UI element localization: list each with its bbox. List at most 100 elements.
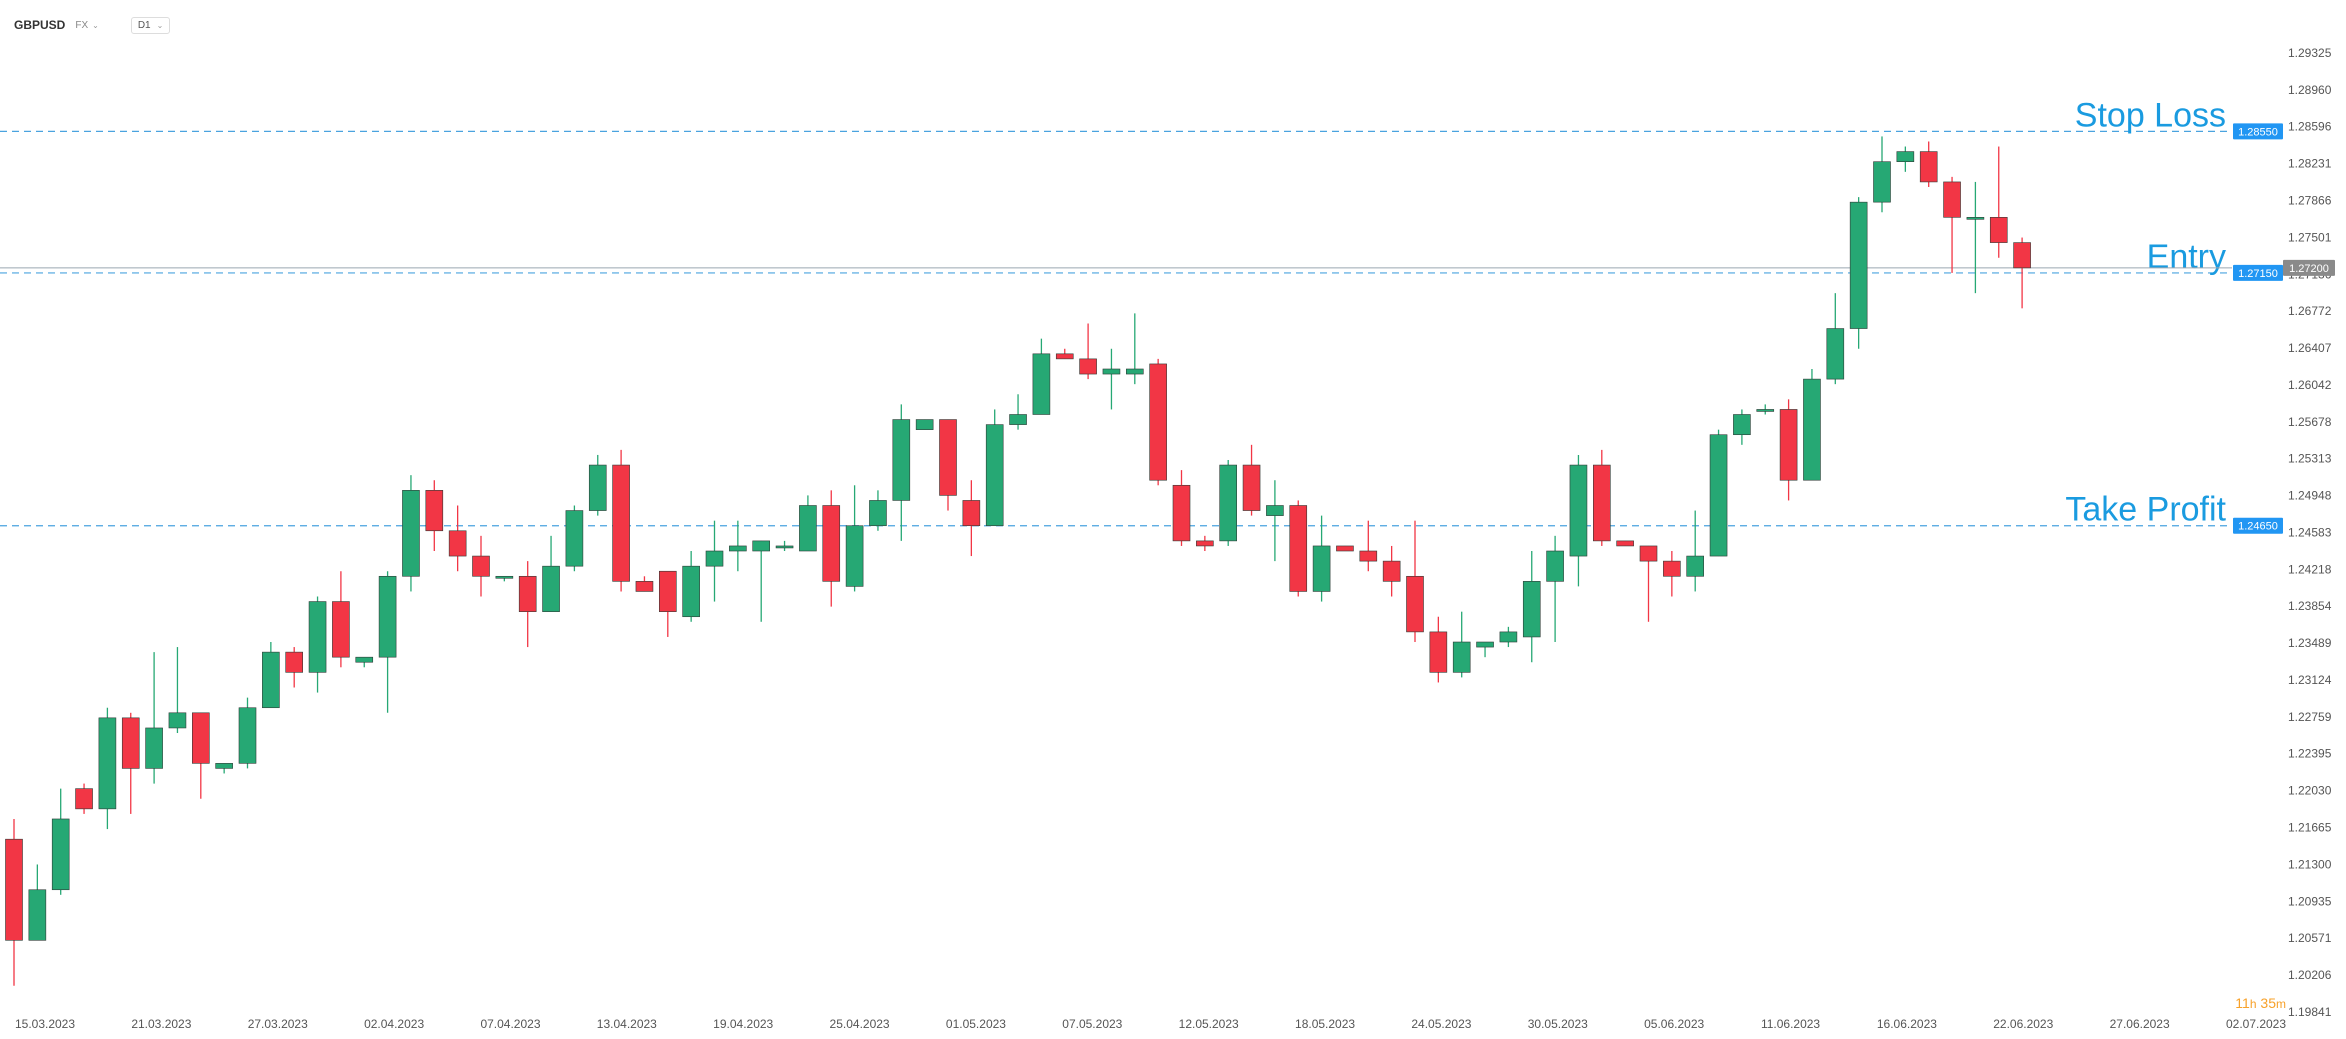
candle	[729, 520, 747, 572]
candle-body	[1896, 151, 1915, 163]
candle	[1055, 348, 1074, 360]
level-label: Entry	[2147, 238, 2226, 276]
level-badge-text: 1.24650	[2238, 521, 2278, 533]
market-selector[interactable]: FX ⌄	[75, 20, 98, 31]
candle	[5, 818, 23, 986]
candle-body	[5, 838, 23, 941]
candle	[1289, 500, 1308, 597]
x-tick-label: 18.05.2023	[1295, 1017, 1355, 1031]
candle	[472, 535, 490, 597]
candle	[588, 454, 607, 516]
candle-body	[1312, 545, 1331, 592]
candle	[1966, 181, 1985, 294]
countdown-hours-unit: h	[2249, 997, 2257, 1011]
candle	[752, 540, 771, 622]
candle-body	[1219, 464, 1237, 542]
y-tick-label: 1.28596	[2288, 120, 2332, 134]
candle	[28, 864, 47, 941]
candle	[51, 788, 70, 895]
candle-body	[1593, 464, 1611, 542]
candle-body	[1336, 545, 1354, 552]
x-tick-label: 27.06.2023	[2110, 1017, 2170, 1031]
symbol-label[interactable]: GBPUSD	[14, 18, 66, 32]
candle	[215, 763, 233, 774]
candle	[262, 642, 280, 709]
candle-body	[1966, 217, 1985, 220]
y-tick-label: 1.20571	[2288, 931, 2332, 945]
y-tick-label: 1.21300	[2288, 857, 2332, 871]
candle-countdown: 11h 35m	[2235, 995, 2286, 1011]
y-tick-label: 1.24218	[2288, 562, 2332, 576]
candle	[285, 647, 304, 688]
level-badge-text: 1.27150	[2238, 268, 2278, 280]
y-tick-label: 1.22759	[2288, 710, 2332, 724]
candle	[98, 707, 117, 830]
candle-body	[168, 712, 187, 729]
candle-body	[1079, 358, 1097, 375]
candle-body	[658, 570, 677, 612]
current-price-badge	[2283, 259, 2335, 276]
x-tick-label: 15.03.2023	[15, 1017, 75, 1031]
countdown-hours: 11	[2235, 995, 2250, 1011]
price-axis[interactable]: 1.29325 1.28960 1.28596 1.28231 1.27866 1.275…	[2288, 46, 2332, 1019]
candle-body	[1102, 368, 1121, 375]
current-price-badge-text: 1.27200	[2289, 263, 2329, 275]
candle-body	[729, 545, 747, 552]
candle	[1312, 515, 1331, 602]
candle	[355, 656, 374, 668]
candle-body	[378, 575, 397, 658]
candle	[1849, 197, 1868, 349]
candle-body	[285, 651, 304, 673]
y-tick-label: 1.23489	[2288, 636, 2332, 650]
candle	[448, 505, 467, 572]
candle-body	[1663, 560, 1681, 577]
level-badge	[2233, 517, 2283, 534]
x-tick-label: 12.05.2023	[1179, 1017, 1239, 1031]
candle	[1779, 399, 1798, 501]
candle	[168, 647, 187, 734]
candle	[495, 575, 514, 582]
market-label: FX	[75, 19, 89, 31]
candle	[145, 652, 163, 784]
candle-body	[1849, 201, 1868, 329]
candle	[1032, 338, 1051, 415]
y-tick-label: 1.21665	[2288, 821, 2332, 835]
x-tick-label: 27.03.2023	[248, 1017, 308, 1031]
time-axis[interactable]: 15.03.2023 21.03.2023 27.03.2023 02.04.2023…	[15, 1017, 2286, 1031]
timeframe-selector[interactable]: D1 ⌄	[130, 16, 171, 34]
candle-body	[1429, 631, 1448, 673]
y-tick-label: 1.27866	[2288, 194, 2332, 208]
candle-body	[355, 656, 374, 663]
candle-body	[915, 419, 934, 430]
y-tick-label: 1.20935	[2288, 894, 2332, 908]
candle-body	[1943, 181, 1961, 218]
candle	[1756, 404, 1775, 415]
candle-body	[869, 500, 887, 527]
x-tick-label: 11.06.2023	[1761, 1017, 1820, 1031]
candle-body	[1873, 161, 1891, 203]
candle	[518, 561, 537, 648]
candle	[1452, 611, 1471, 678]
candle	[705, 520, 724, 602]
candle-body	[1826, 328, 1845, 380]
candle	[1429, 616, 1448, 683]
candle-body	[518, 575, 537, 612]
candle	[121, 712, 140, 814]
candle-body	[1616, 540, 1634, 547]
candle	[775, 540, 794, 552]
candle-body	[1172, 484, 1191, 542]
y-tick-label: 1.25678	[2288, 415, 2332, 429]
candle	[1943, 176, 1961, 273]
candle	[635, 576, 654, 592]
candle	[1499, 626, 1518, 648]
candle-body	[1709, 434, 1728, 557]
candle-body	[588, 464, 607, 511]
x-tick-label: 02.07.2023	[2226, 1017, 2286, 1031]
candle	[1733, 409, 1751, 445]
countdown-minutes: 35	[2260, 995, 2276, 1011]
candle-body	[98, 717, 117, 810]
candle	[425, 480, 444, 552]
candle	[402, 475, 420, 592]
candle-body	[1639, 545, 1658, 562]
